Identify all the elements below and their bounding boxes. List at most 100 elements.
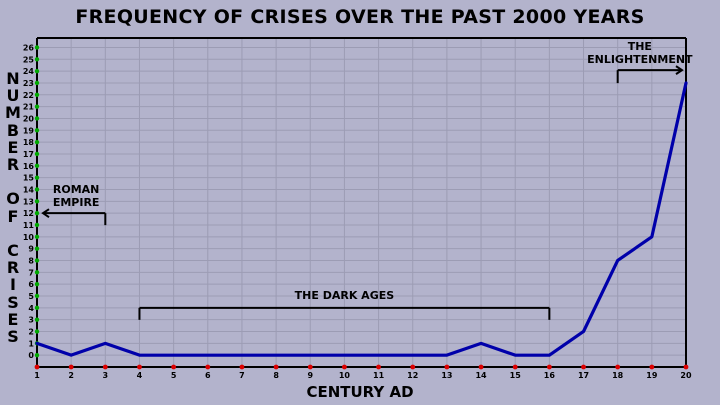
y-tick-marker — [34, 80, 40, 86]
y-tick-label: 1 — [28, 339, 34, 348]
x-tick-marker — [102, 364, 108, 370]
y-tick-label: 11 — [23, 221, 35, 230]
y-tick-label: 14 — [23, 185, 35, 194]
x-tick-marker — [137, 364, 142, 370]
plot-area — [37, 38, 686, 367]
y-tick-label: 9 — [28, 245, 34, 254]
y-tick-label: 23 — [23, 79, 34, 88]
roman-empire-arrow-head — [41, 208, 50, 218]
y-tick-marker — [34, 92, 40, 98]
x-tick-label: 8 — [273, 371, 279, 380]
y-tick-marker — [34, 210, 40, 216]
x-tick-marker — [342, 364, 347, 370]
x-tick-label: 18 — [612, 371, 624, 380]
y-tick-label: 19 — [23, 126, 35, 135]
y-tick-marker — [34, 199, 40, 204]
x-tick-marker — [683, 364, 689, 370]
x-tick-marker — [444, 364, 450, 370]
y-tick-marker — [34, 175, 40, 180]
y-tick-marker — [34, 281, 40, 287]
x-tick-label: 9 — [307, 371, 313, 380]
y-tick-marker — [34, 139, 40, 145]
y-tick-marker — [34, 151, 40, 157]
x-tick-marker — [239, 364, 245, 370]
chart-title: FREQUENCY OF CRISES OVER THE PAST 2000 Y… — [75, 6, 645, 28]
x-tick-label: 19 — [646, 371, 658, 380]
x-tick-marker — [581, 364, 586, 370]
y-tick-marker — [34, 305, 40, 311]
x-tick-marker — [649, 364, 655, 370]
y-tick-label: 24 — [23, 67, 35, 76]
x-tick-marker — [410, 364, 416, 370]
y-tick-marker — [34, 187, 40, 192]
y-tick-label: 5 — [28, 292, 34, 301]
y-tick-label: 25 — [23, 55, 35, 64]
y-tick-marker — [34, 293, 40, 299]
y-tick-marker — [34, 270, 40, 275]
x-tick-marker — [546, 364, 552, 370]
y-tick-label: 2 — [28, 327, 34, 336]
x-tick-label: 12 — [407, 371, 418, 380]
y-tick-marker — [34, 116, 40, 121]
x-tick-marker — [68, 364, 74, 370]
y-tick-label: 8 — [28, 256, 34, 265]
x-tick-label: 3 — [103, 371, 109, 380]
y-tick-label: 4 — [28, 304, 34, 313]
y-tick-marker — [34, 234, 40, 240]
y-tick-label: 3 — [28, 316, 34, 325]
x-tick-label: 7 — [239, 371, 245, 380]
y-tick-marker — [34, 258, 40, 263]
x-tick-label: 16 — [544, 371, 556, 380]
y-tick-label: 21 — [23, 103, 35, 112]
x-tick-label: 17 — [578, 371, 589, 380]
x-tick-marker — [205, 364, 211, 370]
x-tick-label: 5 — [171, 371, 177, 380]
y-tick-marker — [34, 57, 40, 62]
x-tick-label: 6 — [205, 371, 211, 380]
x-tick-marker — [376, 364, 381, 370]
x-tick-marker — [171, 364, 177, 370]
y-tick-label: 13 — [23, 197, 34, 206]
y-tick-marker — [34, 45, 40, 50]
y-tick-label: 10 — [23, 233, 35, 242]
y-tick-label: 7 — [28, 268, 34, 277]
y-tick-label: 15 — [23, 174, 35, 183]
x-tick-marker — [512, 364, 518, 370]
y-tick-label: 0 — [28, 351, 34, 360]
x-axis-label: CENTURY AD — [306, 383, 414, 401]
dark-ages-label: THE DARK AGES — [295, 289, 395, 302]
y-tick-label: 16 — [23, 162, 35, 171]
y-tick-label: 22 — [23, 91, 34, 100]
x-tick-label: 15 — [510, 371, 522, 380]
y-axis-label: N U M B E R O F C R I S E S — [5, 69, 21, 347]
x-tick-label: 1 — [34, 371, 40, 380]
y-tick-label: 20 — [23, 114, 35, 123]
y-tick-label: 12 — [23, 209, 34, 218]
x-tick-label: 4 — [137, 371, 143, 380]
x-tick-marker — [273, 364, 279, 370]
roman-empire-label: ROMAN EMPIRE — [53, 183, 100, 209]
y-tick-marker — [34, 128, 40, 133]
enlightenment-label: THE ENLIGHTENMENT — [587, 40, 693, 66]
x-tick-label: 2 — [68, 371, 74, 380]
y-tick-marker — [34, 163, 40, 169]
x-tick-label: 10 — [339, 371, 351, 380]
x-tick-label: 11 — [373, 371, 385, 380]
y-tick-marker — [34, 329, 40, 334]
enlightenment-arrow-head — [675, 65, 684, 75]
y-tick-marker — [34, 68, 40, 74]
y-tick-label: 6 — [28, 280, 34, 289]
y-tick-marker — [34, 352, 40, 358]
y-tick-label: 17 — [23, 150, 34, 159]
y-tick-marker — [34, 246, 40, 251]
x-tick-label: 20 — [680, 371, 692, 380]
y-tick-label: 26 — [23, 43, 35, 52]
series-line — [35, 81, 688, 357]
y-tick-label: 18 — [23, 138, 35, 147]
x-tick-label: 14 — [475, 371, 487, 380]
y-tick-marker — [34, 104, 40, 109]
y-tick-marker — [34, 222, 40, 228]
x-tick-label: 13 — [441, 371, 452, 380]
x-tick-marker — [615, 364, 621, 370]
